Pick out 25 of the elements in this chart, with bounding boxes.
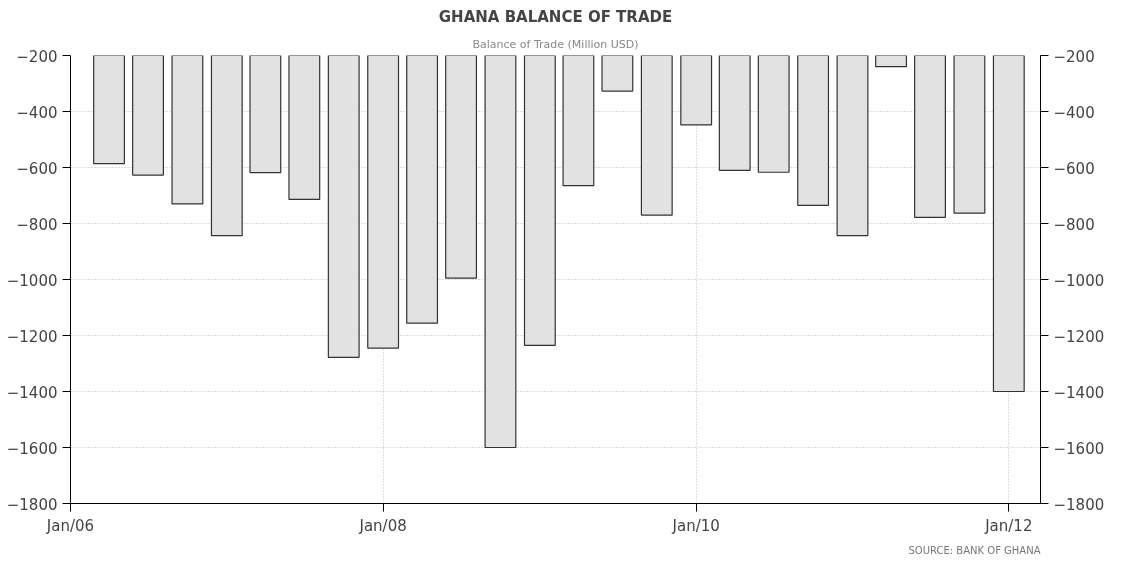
y2-tick-label: −1800 (1053, 495, 1105, 514)
chart-title: GHANA BALANCE OF TRADE (438, 7, 673, 26)
y-tick-label: −1600 (6, 439, 58, 458)
y2-tick-label: −800 (1053, 215, 1095, 234)
x-tick-label: Jan/08 (358, 516, 407, 535)
y2-tick-label: −1000 (1053, 271, 1105, 290)
y2-tick-label: −1600 (1053, 439, 1105, 458)
y-tick-label: −1400 (6, 383, 58, 402)
y2-tick-label: −400 (1053, 103, 1095, 122)
y2-tick-label: −600 (1053, 159, 1095, 178)
x-tick-label: Jan/06 (45, 516, 95, 535)
y-tick-label: −600 (16, 159, 58, 178)
y-tick-label: −800 (16, 215, 58, 234)
y2-tick-label: −1400 (1053, 383, 1105, 402)
y-tick-label: −200 (16, 47, 58, 66)
y-tick-label: −1800 (6, 495, 58, 514)
source-note: SOURCE: BANK OF GHANA (908, 544, 1041, 556)
x-tick-label: Jan/12 (984, 516, 1033, 535)
y-tick-label: −1000 (6, 271, 58, 290)
x-tick-label: Jan/10 (671, 516, 720, 535)
y-tick-label: −400 (16, 103, 58, 122)
chart-subtitle: Balance of Trade (Million USD) (472, 37, 639, 51)
y2-tick-label: −1200 (1053, 327, 1105, 346)
y2-tick-label: −200 (1053, 47, 1095, 66)
y-tick-label: −1200 (6, 327, 58, 346)
